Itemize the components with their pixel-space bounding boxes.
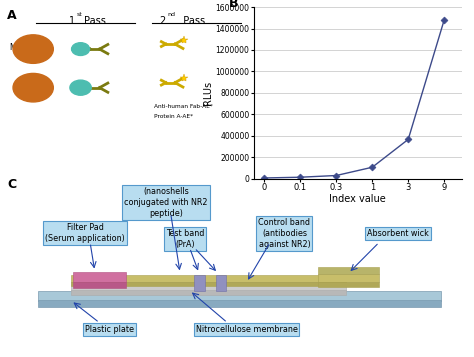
FancyBboxPatch shape — [38, 300, 441, 307]
FancyBboxPatch shape — [71, 282, 346, 286]
Y-axis label: RLUs: RLUs — [203, 81, 213, 105]
FancyBboxPatch shape — [71, 275, 346, 282]
X-axis label: Index value: Index value — [329, 195, 386, 205]
Text: Pass: Pass — [84, 15, 106, 26]
Circle shape — [72, 43, 90, 55]
Circle shape — [13, 74, 53, 102]
Text: B: B — [228, 0, 238, 10]
Text: A: A — [7, 9, 17, 22]
FancyBboxPatch shape — [318, 274, 379, 282]
Text: Test band
(PrA): Test band (PrA) — [166, 228, 204, 249]
Text: Absorbent wick: Absorbent wick — [367, 229, 429, 238]
Text: Protein A-AE*: Protein A-AE* — [154, 114, 193, 119]
Text: Nitrocellulose membrane: Nitrocellulose membrane — [196, 325, 297, 334]
Text: Anti-human Fab-AE*: Anti-human Fab-AE* — [154, 105, 213, 110]
FancyBboxPatch shape — [71, 282, 346, 291]
Text: Plastic plate: Plastic plate — [84, 325, 134, 334]
FancyBboxPatch shape — [71, 290, 346, 295]
Text: st: st — [77, 12, 83, 17]
Text: MP: MP — [9, 43, 21, 52]
Text: Filter Pad
(Serum application): Filter Pad (Serum application) — [46, 223, 125, 243]
FancyBboxPatch shape — [194, 275, 205, 291]
Text: (nanoshells
conjugated with NR2
peptide): (nanoshells conjugated with NR2 peptide) — [124, 187, 208, 218]
Text: 2: 2 — [159, 15, 165, 26]
Circle shape — [70, 80, 91, 95]
FancyBboxPatch shape — [73, 272, 126, 282]
Circle shape — [13, 35, 53, 63]
Text: Control band
(antibodies
against NR2): Control band (antibodies against NR2) — [258, 218, 310, 249]
FancyBboxPatch shape — [318, 282, 379, 287]
Text: nd: nd — [167, 12, 175, 17]
Text: C: C — [7, 178, 16, 191]
FancyBboxPatch shape — [216, 275, 226, 291]
FancyBboxPatch shape — [73, 282, 126, 288]
FancyBboxPatch shape — [318, 267, 379, 274]
FancyBboxPatch shape — [38, 291, 441, 301]
Text: 1: 1 — [69, 15, 75, 26]
Text: Pass: Pass — [176, 15, 205, 26]
